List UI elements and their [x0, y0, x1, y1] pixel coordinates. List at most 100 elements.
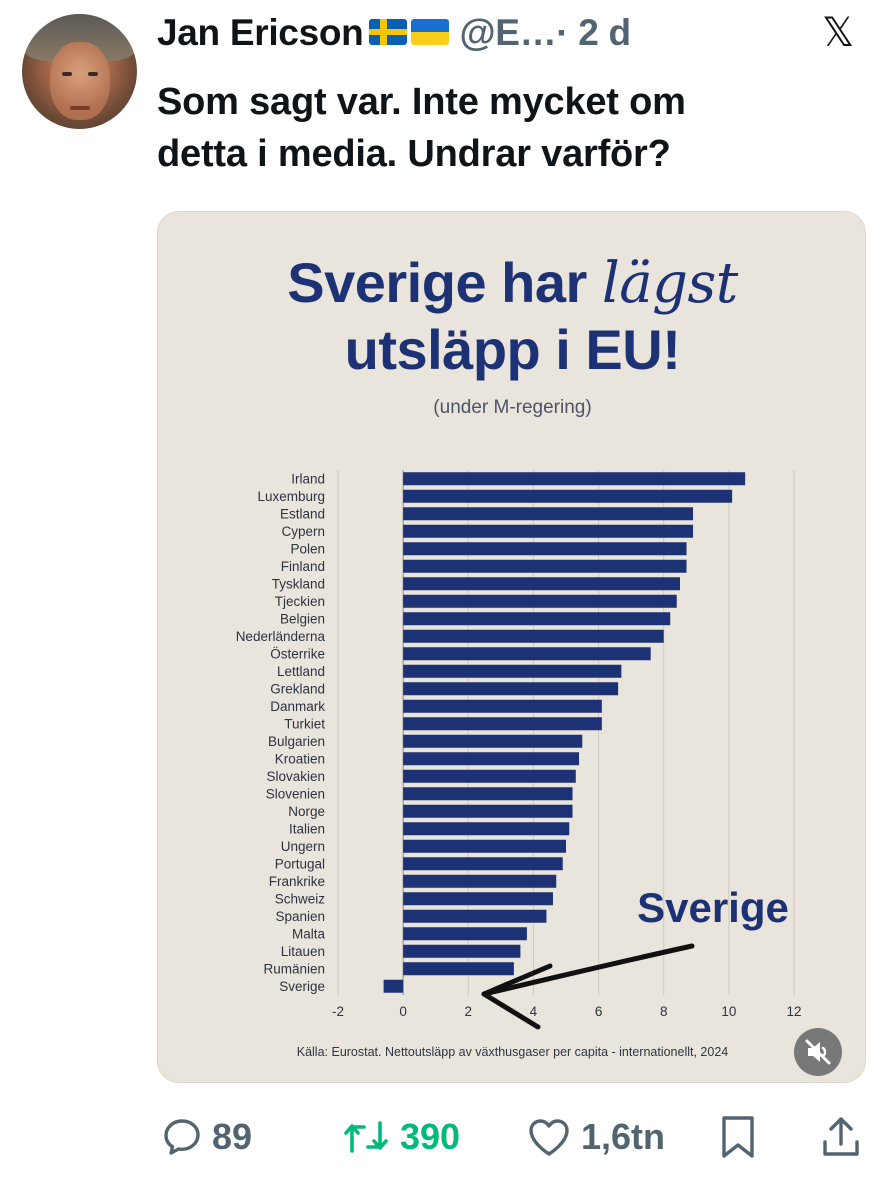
bar	[403, 682, 619, 696]
author-name[interactable]: Jan Ericson	[157, 12, 364, 53]
bar	[403, 594, 677, 608]
bar	[403, 577, 680, 591]
category-label: Litauen	[281, 944, 325, 959]
tick-label: 6	[595, 1004, 603, 1019]
category-label: Slovenien	[266, 786, 325, 801]
category-label: Frankrike	[269, 874, 325, 889]
chart-source: Källa: Eurostat. Nettoutsläpp av växthus…	[296, 1045, 729, 1059]
bar	[403, 524, 694, 538]
category-label: Österrike	[270, 646, 325, 661]
category-label: Ungern	[281, 839, 325, 854]
tweet-text-line: Som sagt var. Inte mycket om	[157, 81, 686, 123]
category-label: Danmark	[270, 699, 325, 714]
category-label: Malta	[292, 926, 326, 941]
tick-label: 10	[721, 1004, 736, 1019]
bar	[403, 769, 576, 783]
reply-icon	[164, 1119, 200, 1155]
repost-button[interactable]: 390	[340, 1112, 460, 1162]
category-label: Irland	[291, 471, 325, 486]
sweden-flag-icon	[369, 19, 408, 46]
bookmark-icon	[722, 1116, 754, 1158]
headline-italic: lägst	[601, 251, 738, 316]
bar	[403, 909, 547, 923]
category-label: Spanien	[275, 909, 325, 924]
category-label: Bulgarien	[268, 734, 325, 749]
share-button[interactable]	[820, 1112, 870, 1162]
bar	[403, 647, 651, 661]
bar-chart: Irland Luxemburg Estland Cypern Polen Finland…	[236, 470, 802, 1030]
bar	[403, 629, 664, 643]
headline-part1: Sverige har	[287, 251, 587, 314]
bar	[403, 857, 563, 871]
callout-arrow	[481, 943, 695, 997]
bar	[403, 489, 733, 503]
category-label: Nederländerna	[236, 629, 326, 644]
bar	[403, 787, 573, 801]
category-label: Italien	[289, 821, 325, 836]
repost-count: 390	[400, 1116, 461, 1157]
bar	[403, 839, 566, 853]
tick-label: 8	[660, 1004, 668, 1019]
category-label: Luxemburg	[257, 489, 325, 504]
tick-label: 0	[399, 1004, 407, 1019]
bookmark-button[interactable]	[718, 1112, 766, 1162]
category-label: Finland	[281, 559, 325, 574]
tweet-text-line: detta i media. Undrar varför?	[157, 133, 671, 175]
category-label: Rumänien	[263, 961, 325, 976]
category-label: Polen	[290, 541, 325, 556]
reply-button[interactable]: 89	[160, 1112, 252, 1162]
callout-label: Sverige	[637, 884, 789, 931]
bar	[403, 664, 622, 678]
category-label: Schweiz	[275, 891, 326, 906]
tick-label: -2	[332, 1004, 344, 1019]
media-image[interactable]: Sverige har lägst utsläpp i EU! (under M…	[157, 211, 866, 1083]
bar	[403, 804, 573, 818]
bar	[403, 944, 521, 958]
tick-label: 12	[786, 1004, 801, 1019]
bar	[403, 559, 687, 573]
chart-subtitle: (under M-regering)	[433, 397, 592, 418]
tick-label: 2	[465, 1004, 473, 1019]
repost-icon	[344, 1121, 388, 1153]
avatar[interactable]	[22, 14, 137, 129]
mute-icon[interactable]	[794, 1028, 842, 1076]
share-icon	[823, 1117, 859, 1156]
tweet-text: Som sagt var. Inte mycket om detta i med…	[157, 76, 857, 180]
like-button[interactable]: 1,6tn	[525, 1112, 665, 1162]
action-bar: 89 390 1,6tn	[0, 1112, 887, 1162]
chart-headline: Sverige har lägst utsläpp i EU!	[158, 250, 865, 383]
category-label: Kroatien	[275, 751, 325, 766]
bar	[383, 979, 404, 993]
like-icon	[529, 1119, 569, 1156]
bar	[403, 542, 687, 556]
category-label: Cypern	[281, 524, 325, 539]
category-label: Norge	[288, 804, 325, 819]
author-handle[interactable]: @E…	[459, 12, 557, 53]
category-label: Lettland	[277, 664, 325, 679]
bar	[403, 717, 602, 731]
bar	[403, 822, 570, 836]
category-label: Grekland	[270, 681, 325, 696]
bar	[403, 472, 746, 486]
category-label: Turkiet	[284, 716, 325, 731]
like-count: 1,6tn	[581, 1116, 666, 1157]
bar	[403, 892, 553, 906]
bar	[403, 752, 580, 766]
category-label: Portugal	[275, 856, 325, 871]
tick-label: 4	[530, 1004, 538, 1019]
headline-line2: utsläpp i EU!	[344, 318, 681, 381]
callout-arrow-head	[481, 963, 553, 1030]
category-label: Estland	[280, 506, 325, 521]
category-label: Slovakien	[266, 769, 325, 784]
tweet-time[interactable]: · 2 d	[556, 12, 631, 53]
category-label: Sverige	[279, 979, 325, 994]
category-label: Tyskland	[272, 576, 325, 591]
bar	[403, 927, 527, 941]
tweet-header: Jan Ericson @E…· 2 d	[157, 12, 631, 54]
bar	[403, 962, 514, 976]
bar	[403, 874, 557, 888]
category-label: Belgien	[280, 611, 325, 626]
bar	[403, 612, 671, 626]
ukraine-flag-icon	[411, 19, 450, 46]
x-logo-icon[interactable]: 𝕏	[822, 11, 855, 55]
